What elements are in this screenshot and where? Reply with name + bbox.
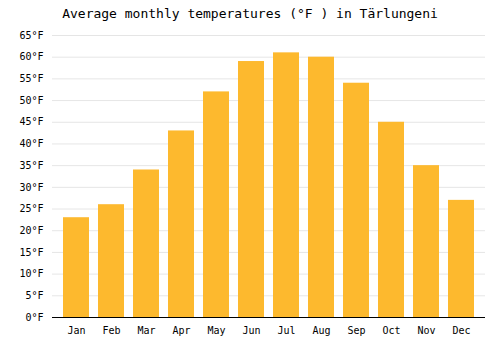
svg-text:40°F: 40°F [19,138,43,149]
svg-text:60°F: 60°F [19,51,43,62]
svg-text:Sep: Sep [347,325,365,336]
svg-text:Apr: Apr [172,325,190,336]
html-text:Average monthly temperatures (: Average monthly temperatures (°F ) in Tä… [62,6,438,21]
svg-text:Feb: Feb [102,325,120,336]
svg-text:May: May [207,325,225,336]
svg-text:Jul: Jul [277,325,295,336]
svg-text:Nov: Nov [417,325,435,336]
svg-text:Mar: Mar [137,325,155,336]
svg-text:35°F: 35°F [19,160,43,171]
svg-text:20°F: 20°F [19,225,43,236]
svg-text:Jun: Jun [242,325,260,336]
svg-text:5°F: 5°F [25,290,43,301]
svg-text:50°F: 50°F [19,95,43,106]
svg-text:0°F: 0°F [25,312,43,323]
svg-text:25°F: 25°F [19,203,43,214]
svg-text:15°F: 15°F [19,247,43,258]
svg-text:Jan: Jan [67,325,85,336]
svg-text:30°F: 30°F [19,182,43,193]
svg-text:10°F: 10°F [19,268,43,279]
svg-text:55°F: 55°F [19,73,43,84]
svg-text:Oct: Oct [382,325,400,336]
svg-text:45°F: 45°F [19,116,43,127]
svg-text:65°F: 65°F [19,30,43,41]
svg-text:Dec: Dec [452,325,470,336]
svg-text:Aug: Aug [312,325,330,336]
